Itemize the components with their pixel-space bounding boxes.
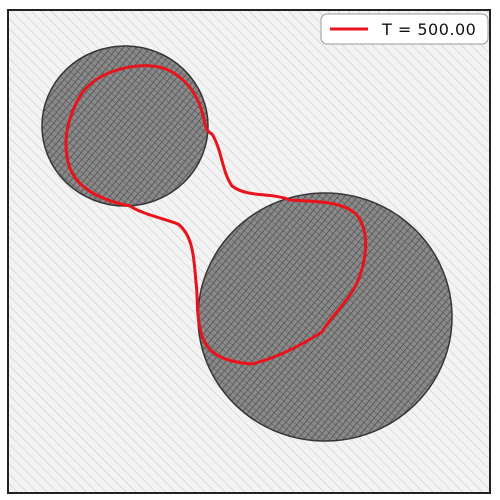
large-disk [197,192,453,442]
plot-frame [7,9,491,494]
small-disk [41,45,209,207]
legend-label: T = 500.00 [381,20,476,39]
contour-line [64,64,368,366]
legend: T = 500.00 [320,13,489,45]
